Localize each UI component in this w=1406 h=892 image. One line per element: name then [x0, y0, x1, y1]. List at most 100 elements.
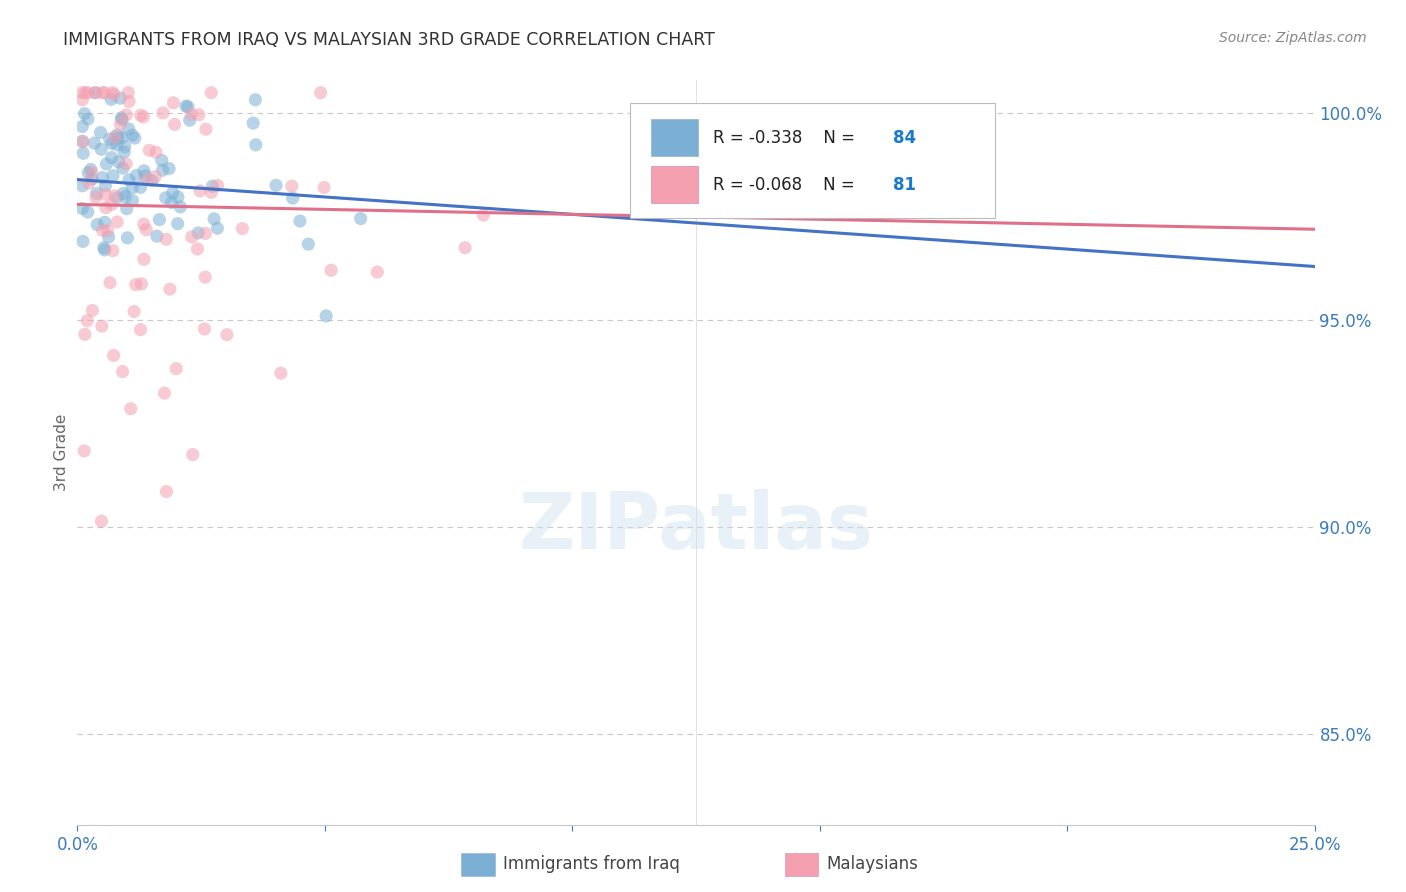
Point [77, 166, 100, 180]
Text: 84: 84 [893, 128, 915, 146]
Point [177, 100, 200, 114]
Point [103, 87, 125, 102]
Point [162, 95, 184, 110]
Point [281, 191, 304, 205]
Point [349, 211, 371, 226]
Bar [651, 119, 699, 156]
Point [245, 93, 267, 107]
Point [84, 86, 107, 100]
Point [110, 118, 132, 132]
Point [155, 191, 177, 205]
Point [121, 128, 143, 143]
Point [321, 263, 343, 277]
Point [118, 173, 141, 187]
Point [112, 145, 135, 159]
Point [187, 226, 209, 240]
Point [167, 190, 190, 204]
Point [80, 165, 103, 179]
Point [90, 514, 112, 528]
Point [207, 221, 229, 235]
Point [129, 108, 152, 122]
Point [194, 122, 217, 136]
Point [121, 194, 143, 208]
Point [215, 327, 238, 342]
Point [146, 229, 169, 244]
Point [93, 215, 115, 229]
Point [101, 169, 124, 183]
Point [112, 186, 135, 201]
Point [115, 108, 138, 122]
Point [91, 86, 114, 100]
Point [104, 188, 127, 202]
Point [90, 126, 112, 140]
Point [472, 208, 495, 222]
Point [90, 319, 112, 334]
Point [96, 157, 118, 171]
Point [157, 161, 180, 176]
Point [107, 131, 129, 145]
Point [264, 178, 287, 193]
Point [105, 128, 128, 142]
Point [72, 202, 94, 216]
Point [84, 190, 107, 204]
Point [200, 186, 222, 200]
Point [288, 214, 311, 228]
Point [117, 231, 139, 245]
Point [152, 106, 174, 120]
Point [124, 131, 146, 145]
Text: 81: 81 [893, 176, 915, 194]
Point [136, 172, 159, 186]
Point [80, 162, 103, 177]
Point [98, 132, 121, 146]
Point [91, 223, 114, 237]
Point [82, 172, 104, 186]
Point [97, 224, 120, 238]
Point [100, 92, 122, 106]
Point [188, 184, 211, 198]
Point [73, 106, 96, 120]
Point [122, 304, 145, 318]
Point [72, 178, 94, 193]
Point [93, 86, 115, 100]
Text: Malaysians: Malaysians [827, 855, 918, 873]
Point [114, 189, 136, 203]
Point [131, 277, 153, 291]
FancyBboxPatch shape [630, 103, 995, 218]
Point [94, 187, 117, 202]
Point [193, 322, 215, 336]
Point [114, 139, 136, 153]
Point [86, 218, 108, 232]
Point [94, 178, 117, 193]
Point [155, 232, 177, 246]
Point [132, 252, 155, 267]
Point [315, 309, 337, 323]
Point [72, 120, 94, 134]
Point [312, 180, 335, 194]
Point [101, 244, 124, 258]
Point [155, 484, 177, 499]
Point [111, 112, 134, 127]
Point [72, 86, 94, 100]
Point [187, 108, 209, 122]
Point [174, 99, 197, 113]
Point [72, 135, 94, 149]
Point [169, 200, 191, 214]
Point [270, 366, 292, 380]
Point [94, 243, 117, 257]
Point [181, 448, 204, 462]
Point [138, 143, 160, 157]
Point [281, 179, 304, 194]
Point [105, 191, 128, 205]
Point [132, 217, 155, 231]
Text: R = -0.338    N =: R = -0.338 N = [713, 128, 860, 146]
Point [100, 197, 122, 211]
Point [77, 176, 100, 190]
Point [159, 282, 181, 296]
Point [104, 130, 127, 145]
Point [108, 91, 131, 105]
Point [93, 241, 115, 255]
Point [179, 113, 201, 128]
Point [72, 134, 94, 148]
Point [163, 118, 186, 132]
Point [125, 169, 148, 183]
